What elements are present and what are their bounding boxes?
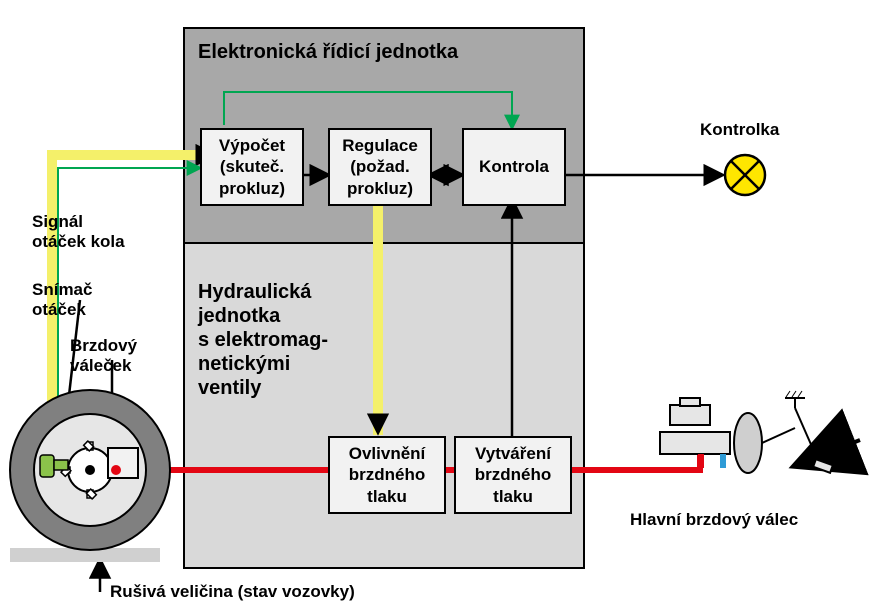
label-valecek: Brzdový váleček: [70, 336, 137, 377]
wheel-assembly: [10, 390, 170, 562]
box-regulace: Regulace (požad. prokluz): [328, 128, 432, 206]
box-ovlivneni: Ovlivnění brzdného tlaku: [328, 436, 446, 514]
box-vytvareni: Vytváření brzdného tlaku: [454, 436, 572, 514]
box-kontrola: Kontrola: [462, 128, 566, 206]
ecu-title: Elektronická řídicí jednotka: [198, 40, 458, 64]
label-kontrolka: Kontrolka: [700, 120, 779, 140]
master-cylinder-assembly: [660, 391, 833, 473]
label-signal: Signál otáček kola: [32, 212, 125, 253]
diagram-canvas: Elektronická řídicí jednotka Hydraulická…: [0, 0, 876, 611]
hydraulic-title: Hydraulická jednotka s elektromag- netic…: [198, 280, 328, 400]
box-vypocet: Výpočet (skuteč. prokluz): [200, 128, 304, 206]
label-hlavni: Hlavní brzdový válec: [630, 510, 798, 530]
label-snimac: Snímač otáček: [32, 280, 92, 321]
indicator-lamp: [725, 155, 765, 195]
label-rusiva: Rušivá veličina (stav vozovky): [110, 582, 355, 602]
